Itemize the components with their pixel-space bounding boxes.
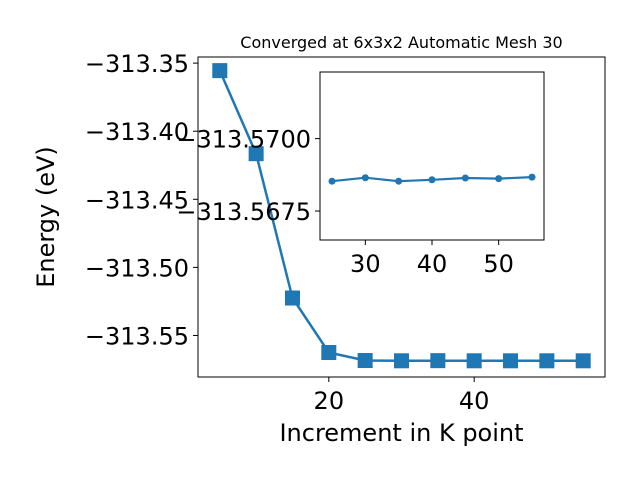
- chart-title: Converged at 6x3x2 Automatic Mesh 30: [240, 33, 562, 52]
- x-tick-label: 40: [459, 387, 490, 415]
- inset-data-point-marker: [361, 174, 369, 182]
- plot-frame: [197, 56, 606, 378]
- y-tick-label: −313.35: [85, 50, 189, 78]
- y-tick-label: −313.50: [85, 254, 189, 282]
- y-tick-label: −313.40: [85, 118, 189, 146]
- inset-data-point-marker: [395, 177, 403, 185]
- data-point-marker: [248, 146, 264, 162]
- inset-axes: 30 40 50 −313.5700 −313.5675: [176, 71, 545, 278]
- y-axis-label: Energy (eV): [32, 146, 60, 288]
- x-axis-label: Increment in K point: [279, 419, 523, 447]
- main-axes: 20 40 −313.35 −313.40 −313.45 −313.50 −313.55 I…: [32, 33, 606, 447]
- y-tick-label: −313.55: [85, 322, 189, 350]
- data-point-marker: [575, 353, 591, 369]
- inset-x-tick-label: 40: [417, 250, 448, 278]
- inset-data-point-marker: [495, 175, 503, 183]
- data-point-marker: [212, 63, 228, 79]
- inset-x-tick-label: 50: [483, 250, 514, 278]
- data-point-marker: [503, 353, 519, 369]
- data-point-marker: [394, 353, 409, 369]
- inset-y-tick-label: −313.5700: [176, 126, 311, 154]
- y-tick-label: −313.45: [85, 186, 189, 214]
- data-point-marker: [284, 290, 300, 306]
- data-point-marker: [321, 344, 337, 360]
- inset-data-point-marker: [328, 177, 336, 185]
- inset-data-point-marker: [428, 176, 436, 184]
- x-tick-label: 20: [314, 387, 345, 415]
- inset-y-tick-label: −313.5675: [176, 198, 311, 226]
- data-point-marker: [430, 353, 446, 369]
- inset-data-point-marker: [528, 173, 536, 181]
- data-point-marker: [539, 353, 555, 369]
- inset-x-tick-label: 30: [350, 250, 381, 278]
- data-point-marker: [357, 353, 373, 369]
- data-point-marker: [466, 353, 482, 369]
- inset-frame: [319, 71, 545, 241]
- inset-data-point-marker: [461, 174, 469, 182]
